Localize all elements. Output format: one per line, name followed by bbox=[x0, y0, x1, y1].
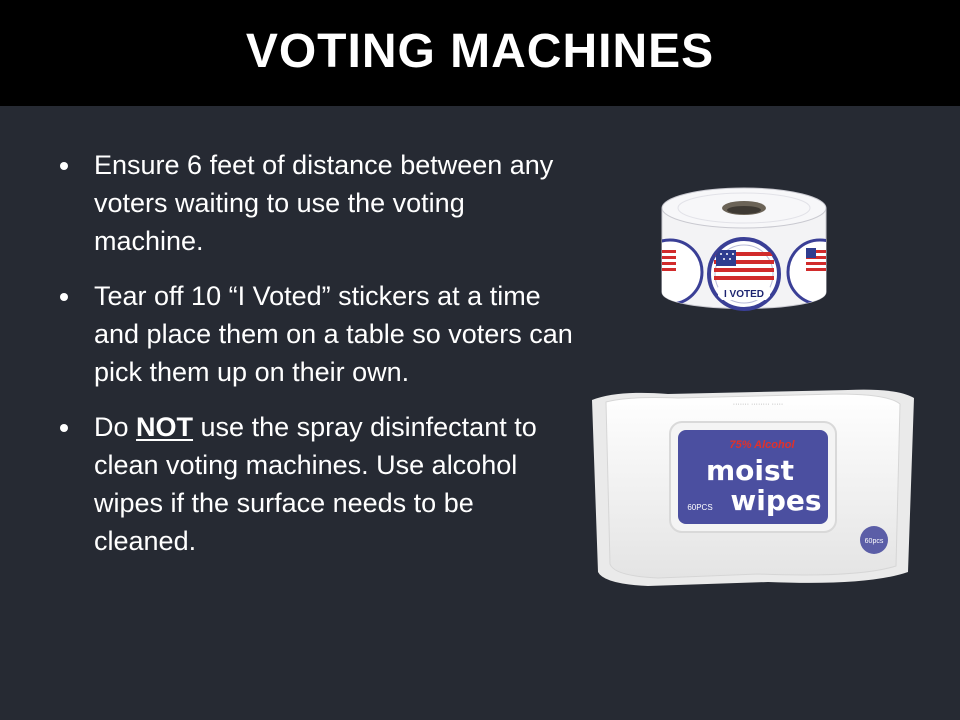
bullet-dot-icon bbox=[60, 424, 68, 432]
bullet-emphasis: NOT bbox=[136, 412, 194, 442]
title-bar: VOTING MACHINES bbox=[0, 0, 960, 106]
bullet-item: Tear off 10 “I Voted” stickers at a time… bbox=[56, 277, 576, 391]
svg-text:······· ········ ·····: ······· ········ ····· bbox=[733, 401, 784, 408]
wipes-count-label: 60PCS bbox=[687, 503, 712, 512]
wipes-corner-label: 60pcs bbox=[865, 538, 884, 545]
alcohol-label: 75% Alcohol bbox=[730, 439, 796, 451]
bullet-item: Ensure 6 feet of distance between any vo… bbox=[56, 146, 576, 260]
bullet-list: Ensure 6 feet of distance between any vo… bbox=[56, 146, 576, 577]
alcohol-wipes-pack-image: ······· ········ ····· 75% Alcohol moist… bbox=[592, 389, 914, 586]
slide-title: VOTING MACHINES bbox=[245, 24, 715, 78]
sticker-label: I VOTED bbox=[724, 289, 764, 300]
i-voted-sticker-roll-image: I VOTED bbox=[661, 187, 827, 311]
bullet-text-before: Do bbox=[94, 412, 137, 442]
bullet-dot-icon bbox=[60, 162, 68, 170]
bullet-text: Tear off 10 “I Voted” stickers at a time… bbox=[94, 281, 573, 387]
wipes-brand-line1: moist bbox=[706, 454, 794, 487]
wipes-brand-line2: wipes bbox=[730, 484, 821, 517]
bullet-text-after: use the spray disinfectant to clean voti… bbox=[94, 412, 537, 556]
bullet-text: Ensure 6 feet of distance between any vo… bbox=[94, 150, 554, 256]
bullet-item: Do NOT use the spray disinfectant to cle… bbox=[56, 408, 576, 560]
bullet-dot-icon bbox=[60, 293, 68, 301]
